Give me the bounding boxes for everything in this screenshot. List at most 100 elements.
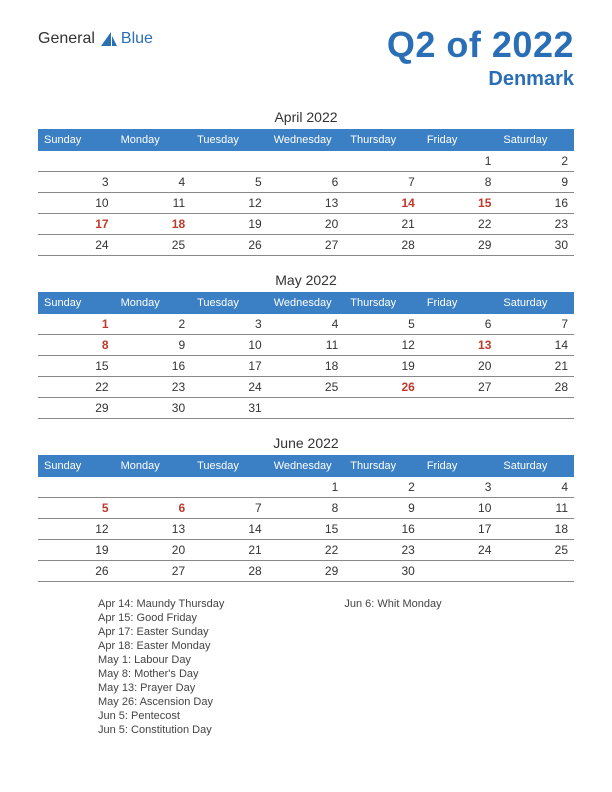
calendar-cell: 28: [497, 377, 574, 398]
month-title: May 2022: [38, 272, 574, 288]
holiday-item: May 8: Mother's Day: [98, 668, 224, 680]
calendar-cell: 2: [344, 477, 421, 498]
calendar-cell: 29: [38, 398, 115, 419]
calendar-row: 891011121314: [38, 335, 574, 356]
calendar-cell: 4: [268, 314, 345, 335]
holiday-item: Jun 6: Whit Monday: [344, 598, 441, 610]
calendar-cell: 2: [115, 314, 192, 335]
calendar-cell: 14: [344, 193, 421, 214]
holiday-item: Apr 14: Maundy Thursday: [98, 598, 224, 610]
calendar-cell: 9: [344, 498, 421, 519]
calendar-cell: 10: [38, 193, 115, 214]
holiday-item: Apr 18: Easter Monday: [98, 640, 224, 652]
calendar-cell: 28: [344, 235, 421, 256]
calendar-cell: 10: [191, 335, 268, 356]
calendar-cell: 1: [38, 314, 115, 335]
calendar-row: 10111213141516: [38, 193, 574, 214]
calendar-cell: 7: [191, 498, 268, 519]
calendar-table: SundayMondayTuesdayWednesdayThursdayFrid…: [38, 455, 574, 582]
calendar-cell: 4: [115, 172, 192, 193]
calendar-cell: 30: [497, 235, 574, 256]
calendar-cell: 29: [268, 561, 345, 582]
holiday-col-2: Jun 6: Whit Monday: [344, 598, 441, 736]
calendar-cell: 25: [497, 540, 574, 561]
calendar-cell: 9: [497, 172, 574, 193]
calendar-row: 1234567: [38, 314, 574, 335]
calendar-cell: 12: [38, 519, 115, 540]
calendar-cell: [344, 151, 421, 172]
calendar-cell: 23: [115, 377, 192, 398]
calendar-cell: 13: [421, 335, 498, 356]
day-header: Sunday: [38, 455, 115, 477]
day-header: Monday: [115, 292, 192, 314]
calendar-cell: 20: [421, 356, 498, 377]
holiday-item: Apr 17: Easter Sunday: [98, 626, 224, 638]
logo: General Blue: [38, 30, 153, 48]
month-block: June 2022 SundayMondayTuesdayWednesdayThu…: [38, 435, 574, 582]
calendar-cell: 30: [115, 398, 192, 419]
logo-sail-icon: [99, 30, 119, 48]
header: General Blue Q2 of 2022 Denmark: [38, 24, 574, 91]
calendar-cell: [191, 477, 268, 498]
calendar-cell: 27: [115, 561, 192, 582]
calendar-cell: 22: [268, 540, 345, 561]
calendar-row: 12131415161718: [38, 519, 574, 540]
holiday-item: May 13: Prayer Day: [98, 682, 224, 694]
calendar-cell: 18: [115, 214, 192, 235]
calendar-cell: 23: [344, 540, 421, 561]
calendar-cell: 21: [344, 214, 421, 235]
calendar-cell: 30: [344, 561, 421, 582]
calendar-cell: 4: [497, 477, 574, 498]
calendar-cell: 31: [191, 398, 268, 419]
calendar-cell: 26: [38, 561, 115, 582]
day-header: Saturday: [497, 129, 574, 151]
page-subtitle: Denmark: [387, 68, 574, 91]
calendar-cell: 7: [497, 314, 574, 335]
calendar-row: 19202122232425: [38, 540, 574, 561]
calendar-cell: 12: [344, 335, 421, 356]
calendar-cell: 15: [38, 356, 115, 377]
calendar-cell: 29: [421, 235, 498, 256]
calendar-cell: 20: [115, 540, 192, 561]
calendar-cell: [38, 151, 115, 172]
calendar-row: 567891011: [38, 498, 574, 519]
day-header: Thursday: [344, 292, 421, 314]
calendar-row: 17181920212223: [38, 214, 574, 235]
months-container: April 2022 SundayMondayTuesdayWednesdayTh…: [38, 109, 574, 582]
calendar-cell: [268, 151, 345, 172]
calendar-cell: [497, 561, 574, 582]
calendar-cell: 2: [497, 151, 574, 172]
holiday-item: May 26: Ascension Day: [98, 696, 224, 708]
day-header: Friday: [421, 129, 498, 151]
calendar-cell: 16: [115, 356, 192, 377]
calendar-cell: 11: [268, 335, 345, 356]
month-title: June 2022: [38, 435, 574, 451]
day-header: Thursday: [344, 455, 421, 477]
calendar-cell: 24: [421, 540, 498, 561]
calendar-cell: [38, 477, 115, 498]
calendar-cell: 16: [344, 519, 421, 540]
calendar-cell: 18: [497, 519, 574, 540]
calendar-cell: [115, 477, 192, 498]
calendar-cell: 28: [191, 561, 268, 582]
calendar-cell: 25: [115, 235, 192, 256]
day-header: Friday: [421, 455, 498, 477]
calendar-cell: 17: [421, 519, 498, 540]
calendar-row: 1234: [38, 477, 574, 498]
calendar-row: 3456789: [38, 172, 574, 193]
logo-text-general: General: [38, 30, 95, 48]
calendar-cell: 17: [38, 214, 115, 235]
calendar-cell: 8: [421, 172, 498, 193]
month-title: April 2022: [38, 109, 574, 125]
calendar-table: SundayMondayTuesdayWednesdayThursdayFrid…: [38, 292, 574, 419]
holiday-item: Apr 15: Good Friday: [98, 612, 224, 624]
calendar-cell: 19: [191, 214, 268, 235]
calendar-cell: 10: [421, 498, 498, 519]
calendar-cell: 22: [38, 377, 115, 398]
holiday-list: Apr 14: Maundy Thursday Apr 15: Good Frid…: [38, 598, 574, 736]
calendar-cell: 6: [421, 314, 498, 335]
calendar-cell: [344, 398, 421, 419]
calendar-row: 22232425262728: [38, 377, 574, 398]
calendar-cell: 14: [497, 335, 574, 356]
day-header: Wednesday: [268, 129, 345, 151]
